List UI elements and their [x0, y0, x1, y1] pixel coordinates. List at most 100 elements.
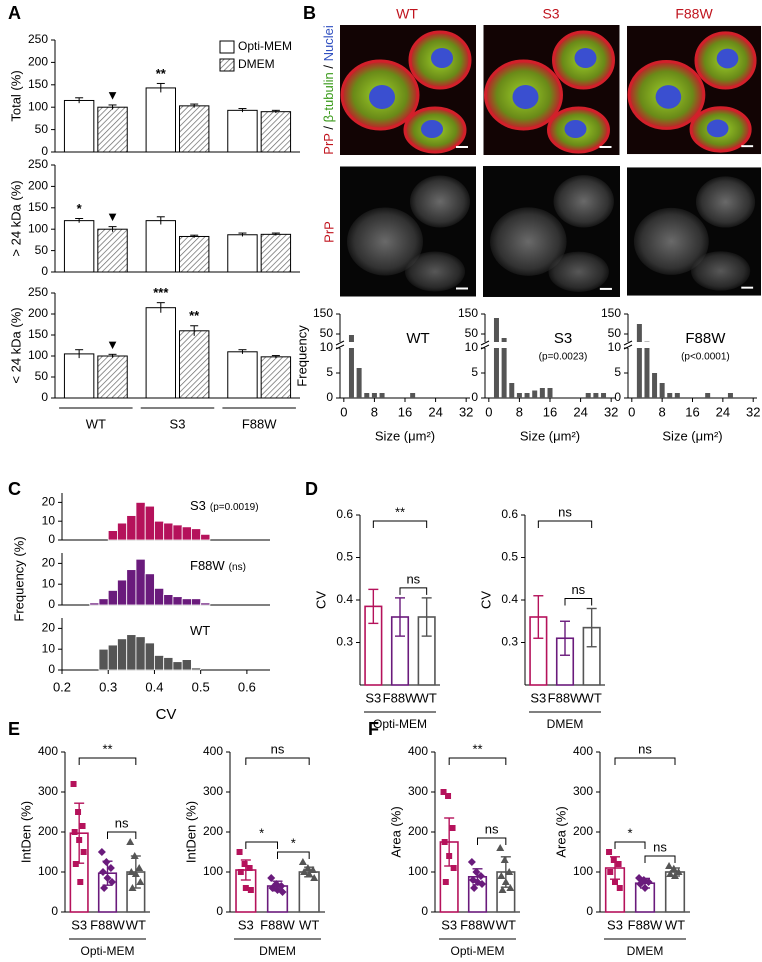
- y-tick-label: 10: [608, 340, 622, 354]
- bar: [181, 659, 192, 671]
- data-point: [79, 823, 86, 829]
- panel-label: F: [368, 719, 379, 739]
- y-axis-label: < 24 kDa (%): [8, 307, 23, 383]
- y-tick-label: 10: [42, 641, 56, 655]
- stain-tubulin: β-tubulin: [321, 72, 336, 122]
- y-tick-label: 100: [203, 864, 223, 878]
- data-point: [126, 838, 135, 845]
- y-tick-label: 0.4: [501, 592, 518, 606]
- x-tick-label: 0.2: [53, 679, 71, 694]
- group-label: DMEM: [259, 944, 296, 958]
- significance: ns: [271, 741, 285, 756]
- bracket: [614, 841, 646, 849]
- data-point: [135, 864, 144, 871]
- micrograph: [483, 165, 620, 298]
- bar: [659, 383, 665, 398]
- x-tick-label: 16: [685, 404, 699, 419]
- y-tick-label: 200: [573, 824, 593, 838]
- annotation: *: [77, 201, 83, 216]
- significance: *: [627, 825, 632, 840]
- group-label: Opti-MEM: [81, 944, 135, 958]
- y-tick-label: 300: [203, 784, 223, 798]
- data-point: [472, 868, 481, 876]
- y-tick-label: 300: [573, 784, 593, 798]
- bracket: [448, 757, 507, 765]
- y-tick-label: 0: [216, 904, 223, 918]
- y-axis-label: IntDen (%): [183, 801, 198, 863]
- y-tick-label: 50: [35, 122, 49, 136]
- data-point: [606, 849, 613, 855]
- panel-label: A: [8, 3, 21, 23]
- x-tick-label: 0: [485, 404, 492, 419]
- y-axis-label: CV: [478, 591, 493, 609]
- y-tick-label: 10: [42, 513, 56, 527]
- bar: [97, 106, 128, 153]
- bar: [410, 393, 416, 398]
- data-point: [612, 879, 618, 885]
- bar: [585, 393, 591, 398]
- bar: [227, 109, 258, 153]
- axis-break: [480, 344, 490, 350]
- data-point: [440, 789, 447, 795]
- y-axis-label: Total (%): [8, 70, 23, 121]
- y-tick-label: 10: [465, 340, 479, 354]
- bar: [636, 348, 642, 398]
- data-point: [106, 864, 115, 872]
- data-point: [128, 884, 137, 891]
- data-point: [310, 874, 319, 881]
- bar: [348, 348, 354, 398]
- data-point: [247, 887, 254, 893]
- x-tick-label: 32: [459, 404, 473, 419]
- data-point: [607, 869, 614, 875]
- y-axis-label: > 24 kDa (%): [8, 180, 23, 256]
- bar: [674, 393, 680, 398]
- bar: [652, 373, 658, 398]
- data-point: [477, 880, 486, 888]
- y-tick-label: 0: [51, 904, 58, 918]
- y-tick-label: 250: [28, 157, 48, 171]
- axis-break: [480, 340, 490, 346]
- data-point: [497, 872, 506, 879]
- legend-label: Opti-MEM: [238, 39, 292, 53]
- bar: [181, 526, 192, 541]
- significance: **: [395, 504, 405, 519]
- bracket: [107, 831, 137, 839]
- y-tick-label: 5: [471, 365, 478, 379]
- bar: [145, 307, 177, 399]
- bar: [200, 602, 211, 606]
- y-tick-label: 100: [38, 864, 58, 878]
- data-point: [449, 825, 456, 831]
- stain-nuclei: Nuclei: [321, 25, 336, 61]
- y-tick-label: 10: [42, 576, 56, 590]
- y-tick-label: 150: [601, 306, 621, 320]
- bar: [154, 520, 165, 541]
- bracket: [245, 757, 310, 765]
- chart-label: S3 (p=0.0019): [190, 498, 259, 513]
- significance: ns: [571, 582, 585, 597]
- x-tick-label: WT: [496, 917, 516, 932]
- bar: [181, 598, 192, 606]
- column-label: WT: [396, 6, 418, 22]
- p-value: (p=0.0019): [210, 502, 259, 513]
- y-tick-label: 100: [28, 348, 48, 362]
- x-tick-label: F88W: [383, 690, 418, 705]
- bar: [509, 383, 515, 398]
- data-point: [72, 861, 79, 867]
- x-tick-label: 32: [746, 404, 760, 419]
- data-point: [669, 864, 678, 872]
- bar: [172, 524, 183, 541]
- data-point: [99, 868, 108, 876]
- bar: [260, 233, 292, 273]
- x-tick-label: 24: [573, 404, 587, 419]
- y-axis-label: Area (%): [553, 806, 568, 857]
- x-tick-label: 16: [543, 404, 557, 419]
- y-tick-label: 200: [28, 179, 48, 193]
- bar: [191, 528, 202, 541]
- x-tick-label: 16: [398, 404, 412, 419]
- bar: [163, 657, 174, 671]
- y-tick-label: 300: [38, 784, 58, 798]
- data-point: [308, 866, 317, 873]
- p-value: (ns): [229, 562, 246, 573]
- bar: [179, 105, 210, 153]
